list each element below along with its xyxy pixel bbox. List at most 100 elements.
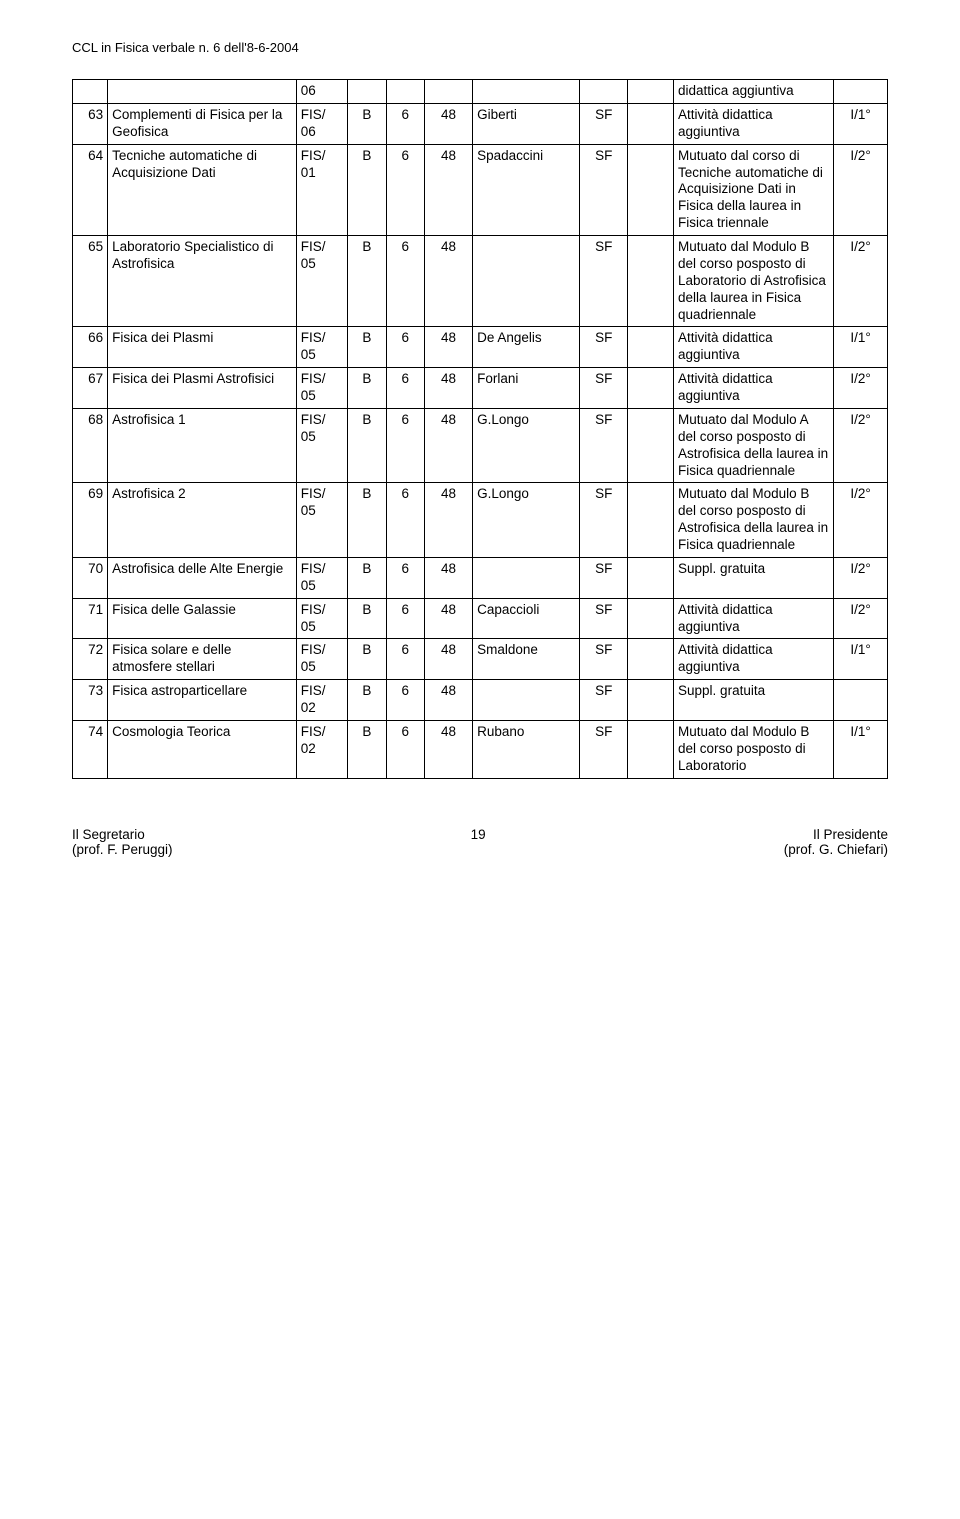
- col-sf: SF: [580, 557, 628, 598]
- course-name: Fisica solare e delle atmosfere stellari: [108, 639, 297, 680]
- col-hours: 48: [424, 368, 472, 409]
- row-num: 66: [73, 327, 108, 368]
- role-text: Attività didattica aggiuntiva: [674, 368, 834, 409]
- semester: I/2°: [834, 236, 888, 327]
- col-credits: 6: [386, 327, 424, 368]
- col-credits: 6: [386, 408, 424, 483]
- col-credits: 6: [386, 598, 424, 639]
- role-text: didattica aggiuntiva: [674, 80, 834, 104]
- col-b: B: [348, 327, 386, 368]
- instructor: Smaldone: [473, 639, 580, 680]
- course-code: FIS/01: [296, 144, 347, 235]
- col-hours: 48: [424, 557, 472, 598]
- instructor: G.Longo: [473, 408, 580, 483]
- col-sf: SF: [580, 103, 628, 144]
- instructor: [473, 236, 580, 327]
- col-credits: 6: [386, 103, 424, 144]
- col-hours: 48: [424, 327, 472, 368]
- course-name: [108, 80, 297, 104]
- semester: I/1°: [834, 639, 888, 680]
- row-num: 71: [73, 598, 108, 639]
- col-hours: 48: [424, 236, 472, 327]
- instructor: Giberti: [473, 103, 580, 144]
- col-b: B: [348, 408, 386, 483]
- semester: I/1°: [834, 720, 888, 778]
- col-credits: 6: [386, 483, 424, 558]
- course-code: FIS/05: [296, 639, 347, 680]
- col-b: B: [348, 483, 386, 558]
- col-hours: 48: [424, 639, 472, 680]
- row-num: 73: [73, 680, 108, 721]
- col-b: B: [348, 639, 386, 680]
- col-hours: 48: [424, 720, 472, 778]
- col-credits: 6: [386, 236, 424, 327]
- col-credits: 6: [386, 368, 424, 409]
- course-name: Astrofisica 1: [108, 408, 297, 483]
- semester: I/2°: [834, 483, 888, 558]
- footer-president-name: (prof. G. Chiefari): [784, 842, 888, 857]
- role-text: Suppl. gratuita: [674, 557, 834, 598]
- col-b: B: [348, 720, 386, 778]
- col-sf: SF: [580, 720, 628, 778]
- col-blank: [628, 144, 674, 235]
- col-sf: [580, 80, 628, 104]
- course-code: FIS/05: [296, 557, 347, 598]
- footer-president-label: Il Presidente: [784, 827, 888, 842]
- semester: I/2°: [834, 144, 888, 235]
- course-name: Cosmologia Teorica: [108, 720, 297, 778]
- col-b: B: [348, 144, 386, 235]
- col-blank: [628, 80, 674, 104]
- course-table: 06didattica aggiuntiva63Complementi di F…: [72, 79, 888, 779]
- col-blank: [628, 720, 674, 778]
- table-row: 71Fisica delle GalassieFIS/05B648Capacci…: [73, 598, 888, 639]
- col-sf: SF: [580, 408, 628, 483]
- table-row: 06didattica aggiuntiva: [73, 80, 888, 104]
- col-blank: [628, 368, 674, 409]
- col-credits: 6: [386, 639, 424, 680]
- course-code: FIS/06: [296, 103, 347, 144]
- course-code: FIS/05: [296, 598, 347, 639]
- col-sf: SF: [580, 327, 628, 368]
- col-credits: 6: [386, 144, 424, 235]
- table-row: 73Fisica astroparticellareFIS/02B648SFSu…: [73, 680, 888, 721]
- instructor: Spadaccini: [473, 144, 580, 235]
- col-sf: SF: [580, 680, 628, 721]
- col-sf: SF: [580, 639, 628, 680]
- course-name: Complementi di Fisica per la Geofisica: [108, 103, 297, 144]
- role-text: Mutuato dal Modulo B del corso posposto …: [674, 236, 834, 327]
- course-name: Fisica dei Plasmi Astrofisici: [108, 368, 297, 409]
- col-sf: SF: [580, 236, 628, 327]
- instructor: Rubano: [473, 720, 580, 778]
- col-hours: 48: [424, 598, 472, 639]
- table-row: 68Astrofisica 1FIS/05B648G.LongoSF Mutuat…: [73, 408, 888, 483]
- course-code: FIS/05: [296, 408, 347, 483]
- course-code: FIS/02: [296, 680, 347, 721]
- role-text: Attività didattica aggiuntiva: [674, 639, 834, 680]
- row-num: 68: [73, 408, 108, 483]
- col-hours: 48: [424, 408, 472, 483]
- col-blank: [628, 236, 674, 327]
- course-name: Astrofisica delle Alte Energie: [108, 557, 297, 598]
- course-name: Astrofisica 2: [108, 483, 297, 558]
- col-hours: 48: [424, 680, 472, 721]
- row-num: 70: [73, 557, 108, 598]
- col-sf: SF: [580, 483, 628, 558]
- row-num: 63: [73, 103, 108, 144]
- role-text: Mutuato dal Modulo A del corso posposto …: [674, 408, 834, 483]
- semester: [834, 680, 888, 721]
- course-code: FIS/05: [296, 368, 347, 409]
- course-code: FIS/05: [296, 483, 347, 558]
- course-code: FIS/02: [296, 720, 347, 778]
- col-blank: [628, 598, 674, 639]
- semester: I/2°: [834, 598, 888, 639]
- table-row: 67Fisica dei Plasmi AstrofisiciFIS/05B64…: [73, 368, 888, 409]
- row-num: 74: [73, 720, 108, 778]
- row-num: 65: [73, 236, 108, 327]
- row-num: 64: [73, 144, 108, 235]
- col-credits: 6: [386, 557, 424, 598]
- col-sf: SF: [580, 598, 628, 639]
- row-num: 72: [73, 639, 108, 680]
- page-header: CCL in Fisica verbale n. 6 dell'8-6-2004: [72, 40, 888, 55]
- page-number: 19: [471, 827, 486, 842]
- col-b: B: [348, 557, 386, 598]
